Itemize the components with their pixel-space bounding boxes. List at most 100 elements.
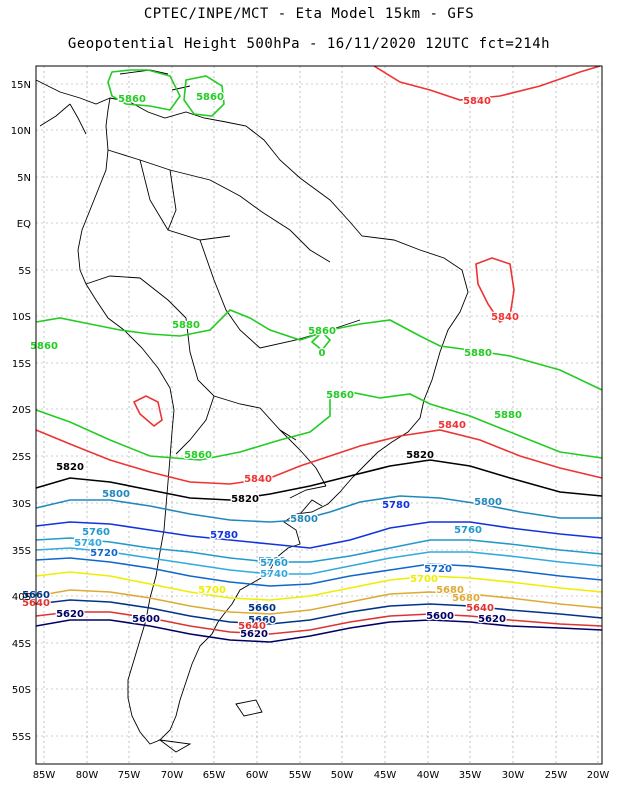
lon-tick-label: 25W [545, 770, 568, 781]
lon-tick-label: 20W [587, 770, 610, 781]
contour-line [35, 309, 603, 391]
contour-label: 5700 [198, 585, 226, 596]
contour-label: 5820 [406, 450, 434, 461]
contour-line [35, 589, 603, 615]
coastline-segment [69, 103, 87, 135]
lat-tick-label: 55S [12, 732, 31, 743]
contour-label: 5700 [410, 574, 438, 585]
contour-label: 5640 [238, 621, 266, 632]
contour-label: 5840 [463, 96, 491, 107]
contour-line [35, 537, 603, 563]
contour-label: 5880 [494, 410, 522, 421]
coastline-segment [85, 275, 187, 319]
contour-label: 5840 [491, 312, 519, 323]
coastline-segment [35, 79, 111, 105]
longitude-labels: 85W 80W 75W 70W 65W 60W 55W 50W 45W 40W 35W 30W 25W 2… [33, 770, 610, 781]
contour-line [35, 611, 603, 635]
contour-label: 5600 [426, 611, 454, 622]
contour-line [35, 557, 603, 587]
contour-label: 5860 [118, 94, 146, 105]
lon-tick-label: 30W [502, 770, 525, 781]
coastline-segment [171, 85, 191, 91]
contour-label: 5880 [172, 320, 200, 331]
contour-label: 0 [319, 348, 326, 359]
coastline-segment [77, 97, 469, 745]
contour-line [35, 599, 603, 625]
contour-label: 5800 [290, 514, 318, 525]
lat-tick-label: 20S [12, 405, 31, 416]
contour-label: 5860 [326, 390, 354, 401]
lon-tick-label: 60W [246, 770, 269, 781]
contour-label: 5800 [102, 489, 130, 500]
coastline-segment [107, 149, 263, 213]
coastline-segment [158, 739, 192, 753]
contour-label: 5600 [132, 614, 160, 625]
contour-label: 5680 [436, 585, 464, 596]
contour-line [310, 330, 332, 352]
map-frame [35, 65, 603, 765]
contour-label: 5660 [248, 615, 276, 626]
contour-label: 5740 [260, 569, 288, 580]
lon-tick-label: 65W [203, 770, 226, 781]
contour-label: 5860 [184, 450, 212, 461]
contour-label: 5820 [56, 462, 84, 473]
lat-tick-label: 5N [17, 173, 31, 184]
contour-label: 5860 [30, 341, 58, 352]
contour-line [35, 459, 603, 501]
coastlines [35, 69, 469, 753]
coastline-segment [39, 103, 71, 127]
contour-label: 5760 [260, 558, 288, 569]
contour-line [35, 547, 603, 575]
lat-tick-label: 15S [12, 359, 31, 370]
contour-line [35, 391, 603, 461]
contour-line [35, 571, 603, 601]
contour-label: 5620 [240, 629, 268, 640]
lon-tick-label: 85W [33, 770, 56, 781]
lat-tick-label: 15N [11, 80, 31, 91]
contour-line [107, 69, 181, 111]
contour-label: 5780 [210, 530, 238, 541]
coastline-segment [279, 429, 327, 487]
coastline-segment [199, 239, 361, 349]
contour-label: 5740 [74, 538, 102, 549]
contour-label: 5880 [464, 348, 492, 359]
lat-tick-label: 10N [11, 126, 31, 137]
contour-label: 5840 [244, 474, 272, 485]
coastline-segment [235, 699, 263, 717]
map-title-line1: CPTEC/INPE/MCT - Eta Model 15km - GFS [143, 6, 475, 22]
contour-labels: 5860 5860 58405880586058605880588005860588… [21, 91, 523, 642]
contour-label: 5680 [452, 593, 480, 604]
coastline-segment [175, 395, 215, 455]
coastline-segment [261, 211, 331, 263]
contour-label: 5820 [231, 494, 259, 505]
lon-tick-label: 70W [161, 770, 184, 781]
contour-label: 5880 [494, 410, 522, 421]
contour-label: 5800 [474, 497, 502, 508]
lon-tick-label: 80W [76, 770, 99, 781]
contour-line [183, 75, 225, 117]
contour-lines [35, 65, 603, 643]
lon-tick-label: 45W [374, 770, 397, 781]
contour-line [475, 257, 515, 324]
contour-line [35, 495, 602, 523]
contour-label: 5860 [196, 92, 224, 103]
coastline-segment [289, 485, 327, 499]
contour-label: 5760 [258, 556, 286, 567]
contour-label: 5640 [466, 603, 494, 614]
lat-tick-label: 35S [12, 546, 31, 557]
lon-tick-label: 50W [331, 770, 354, 781]
contour-line [373, 65, 601, 101]
contour-line [35, 619, 603, 643]
contour-line [35, 429, 603, 485]
contour-label: 5780 [382, 500, 410, 511]
contour-label: 5620 [56, 609, 84, 620]
contour-label: 5620 [478, 614, 506, 625]
lat-tick-label: 50S [12, 685, 31, 696]
contour-label: 5860 [308, 326, 336, 337]
contour-line [35, 521, 603, 549]
coastline-segment [205, 97, 225, 101]
lon-tick-label: 35W [459, 770, 482, 781]
lon-tick-label: 75W [118, 770, 141, 781]
lat-tick-label: 10S [12, 312, 31, 323]
